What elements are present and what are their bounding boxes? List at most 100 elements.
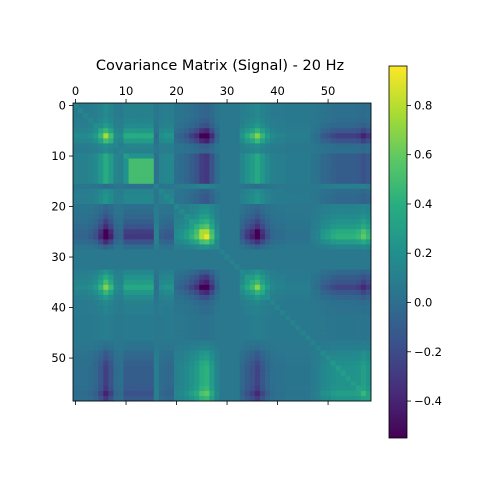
heatmap-cell	[113, 280, 118, 285]
heatmap-cell	[129, 310, 134, 315]
heatmap-cell	[134, 103, 139, 108]
heatmap-cell	[108, 244, 113, 249]
heatmap-cell	[295, 214, 300, 219]
heatmap-cell	[164, 350, 169, 355]
heatmap-cell	[164, 305, 169, 310]
heatmap-cell	[305, 300, 310, 305]
heatmap-cell	[113, 204, 118, 209]
heatmap-cell	[270, 229, 275, 234]
heatmap-cell	[159, 285, 164, 290]
heatmap-cell	[98, 391, 103, 396]
heatmap-cell	[174, 103, 179, 108]
heatmap-cell	[179, 123, 184, 128]
heatmap-cell	[179, 143, 184, 148]
heatmap-cell	[154, 143, 159, 148]
heatmap-cell	[300, 219, 305, 224]
heatmap-cell	[331, 133, 336, 138]
heatmap-cell	[164, 345, 169, 350]
heatmap-cell	[98, 260, 103, 265]
heatmap-cell	[159, 214, 164, 219]
heatmap-cell	[88, 330, 93, 335]
heatmap-cell	[209, 345, 214, 350]
heatmap-cell	[320, 123, 325, 128]
heatmap-cell	[199, 255, 204, 260]
heatmap-cell	[199, 340, 204, 345]
heatmap-cell	[139, 310, 144, 315]
heatmap-cell	[341, 164, 346, 169]
heatmap-cell	[351, 123, 356, 128]
heatmap-cell	[305, 290, 310, 295]
heatmap-cell	[209, 128, 214, 133]
heatmap-cell	[336, 345, 341, 350]
heatmap-cell	[235, 184, 240, 189]
heatmap-cell	[169, 143, 174, 148]
heatmap-cell	[154, 300, 159, 305]
heatmap-cell	[103, 391, 108, 396]
heatmap-cell	[174, 335, 179, 340]
heatmap-cell	[103, 310, 108, 315]
heatmap-cell	[139, 320, 144, 325]
heatmap-cell	[346, 270, 351, 275]
heatmap-cell	[305, 340, 310, 345]
heatmap-cell	[351, 255, 356, 260]
heatmap-cell	[240, 386, 245, 391]
heatmap-cell	[199, 381, 204, 386]
heatmap-cell	[118, 108, 123, 113]
heatmap-cell	[129, 118, 134, 123]
heatmap-cell	[209, 224, 214, 229]
heatmap-cell	[118, 189, 123, 194]
heatmap-cell	[280, 285, 285, 290]
heatmap-cell	[300, 260, 305, 265]
heatmap-cell	[164, 219, 169, 224]
heatmap-cell	[341, 386, 346, 391]
heatmap-cell	[305, 234, 310, 239]
heatmap-cell	[245, 204, 250, 209]
heatmap-cell	[250, 280, 255, 285]
heatmap-cell	[209, 396, 214, 401]
heatmap-cell	[326, 371, 331, 376]
heatmap-cell	[199, 214, 204, 219]
heatmap-cell	[169, 295, 174, 300]
heatmap-cell	[179, 396, 184, 401]
heatmap-cell	[164, 113, 169, 118]
heatmap-cell	[305, 270, 310, 275]
heatmap-cell	[83, 260, 88, 265]
heatmap-cell	[174, 310, 179, 315]
heatmap-cell	[351, 108, 356, 113]
heatmap-cell	[260, 174, 265, 179]
heatmap-cell	[346, 229, 351, 234]
heatmap-cell	[270, 143, 275, 148]
heatmap-cell	[250, 214, 255, 219]
heatmap-cell	[356, 275, 361, 280]
heatmap-cell	[139, 265, 144, 270]
heatmap-cell	[331, 244, 336, 249]
heatmap-cell	[118, 255, 123, 260]
heatmap-cell	[331, 371, 336, 376]
heatmap-cell	[280, 320, 285, 325]
heatmap-cell	[159, 275, 164, 280]
heatmap-cell	[219, 260, 224, 265]
heatmap-cell	[240, 391, 245, 396]
heatmap-cell	[129, 239, 134, 244]
heatmap-cell	[73, 371, 78, 376]
heatmap-cell	[235, 381, 240, 386]
heatmap-cell	[184, 265, 189, 270]
heatmap-cell	[230, 275, 235, 280]
heatmap-cell	[214, 260, 219, 265]
heatmap-cell	[113, 128, 118, 133]
heatmap-cell	[194, 164, 199, 169]
heatmap-cell	[93, 356, 98, 361]
heatmap-cell	[300, 356, 305, 361]
heatmap-cell	[204, 396, 209, 401]
heatmap-cell	[356, 340, 361, 345]
heatmap-cell	[144, 164, 149, 169]
heatmap-cell	[73, 229, 78, 234]
heatmap-cell	[310, 270, 315, 275]
heatmap-cell	[154, 209, 159, 214]
heatmap-cell	[300, 366, 305, 371]
heatmap-cell	[93, 260, 98, 265]
heatmap-cell	[103, 255, 108, 260]
heatmap-cell	[129, 244, 134, 249]
heatmap-cell	[93, 148, 98, 153]
heatmap-cell	[103, 381, 108, 386]
